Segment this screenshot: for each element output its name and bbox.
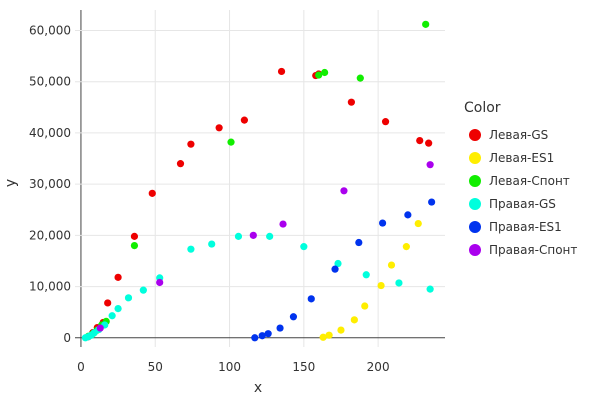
data-point xyxy=(340,187,348,195)
data-point xyxy=(276,324,284,332)
data-point xyxy=(315,71,323,79)
x-tick-label: 100 xyxy=(218,360,241,374)
x-tick-label: 200 xyxy=(367,360,390,374)
y-axis-title: y xyxy=(3,179,19,187)
data-point xyxy=(289,313,298,321)
data-point xyxy=(300,243,308,251)
y-tick-label: 10,000 xyxy=(29,280,71,294)
data-point xyxy=(337,326,345,334)
y-tick-label: 20,000 xyxy=(29,228,71,242)
data-point xyxy=(428,198,436,206)
data-point xyxy=(124,294,133,302)
data-point xyxy=(381,118,390,126)
y-tick-label: 50,000 xyxy=(29,75,71,89)
series-group xyxy=(84,67,433,341)
legend-label: Правая-ES1 xyxy=(489,220,562,234)
x-tick-label: 150 xyxy=(292,360,315,374)
data-point xyxy=(227,138,235,146)
data-point xyxy=(402,243,410,251)
data-point xyxy=(96,324,104,332)
data-point xyxy=(249,231,257,239)
data-point xyxy=(240,116,248,124)
data-point xyxy=(108,312,116,320)
data-point xyxy=(264,330,272,338)
data-point xyxy=(148,189,156,197)
data-point xyxy=(414,219,422,228)
data-point xyxy=(426,161,434,169)
x-tick-label: 50 xyxy=(148,360,163,374)
legend-label: Левая-Спонт xyxy=(489,174,570,188)
data-point xyxy=(361,302,369,310)
data-points xyxy=(81,20,436,342)
data-point xyxy=(279,220,287,228)
series-group xyxy=(319,219,422,341)
data-point xyxy=(334,259,342,268)
data-point xyxy=(362,271,370,279)
data-point xyxy=(422,20,430,28)
y-tick-label: 0 xyxy=(63,331,71,345)
legend-marker xyxy=(469,129,481,141)
data-point xyxy=(331,265,339,273)
data-point xyxy=(258,332,266,340)
x-tick-label: 0 xyxy=(77,360,85,374)
x-axis-title: x xyxy=(254,380,262,396)
data-point xyxy=(350,316,358,324)
data-point xyxy=(416,137,424,145)
data-point xyxy=(319,333,327,341)
data-point xyxy=(156,278,164,287)
axis-ticks: 0 50 100 150 200 0 10,000 20,000 30,000 40,000 50,… xyxy=(29,23,390,374)
data-point xyxy=(307,295,315,303)
data-point xyxy=(425,139,433,147)
y-tick-label: 30,000 xyxy=(29,177,71,191)
legend-label: Правая-GS xyxy=(489,197,556,211)
legend-label: Правая-Спонт xyxy=(489,243,577,257)
data-point xyxy=(251,334,259,342)
data-point xyxy=(187,140,195,148)
data-point xyxy=(377,281,385,290)
legend: Color Левая-GS Левая-ES1 Левая-Спонт Правая… xyxy=(464,100,577,257)
data-point xyxy=(277,67,286,76)
data-point xyxy=(139,286,147,294)
series-group xyxy=(251,198,436,342)
data-point xyxy=(347,98,355,106)
y-tick-label: 60,000 xyxy=(29,23,71,37)
data-point xyxy=(321,68,329,77)
legend-label: Левая-GS xyxy=(489,128,548,142)
series-group xyxy=(96,161,434,332)
data-point xyxy=(404,211,412,219)
y-tick-label: 40,000 xyxy=(29,126,71,140)
data-point xyxy=(378,219,387,227)
data-point xyxy=(176,160,185,168)
data-point xyxy=(187,245,195,253)
data-point xyxy=(325,331,333,339)
data-point xyxy=(114,304,122,313)
legend-marker xyxy=(469,244,481,256)
data-point xyxy=(355,238,363,247)
data-point xyxy=(266,232,274,240)
legend-marker xyxy=(469,198,481,210)
data-point xyxy=(426,285,434,293)
data-point xyxy=(104,299,112,307)
data-point xyxy=(114,273,122,281)
data-point xyxy=(387,261,396,269)
legend-title: Color xyxy=(464,100,501,116)
data-point xyxy=(234,232,243,240)
legend-marker xyxy=(469,175,481,187)
legend-marker xyxy=(469,152,481,164)
data-point xyxy=(208,240,216,248)
data-point xyxy=(356,74,364,82)
series-group xyxy=(84,20,430,340)
data-point xyxy=(130,232,139,240)
legend-marker xyxy=(469,221,481,233)
data-point xyxy=(395,279,403,287)
data-point xyxy=(215,124,223,132)
legend-label: Левая-ES1 xyxy=(489,151,554,165)
data-point xyxy=(130,241,139,250)
